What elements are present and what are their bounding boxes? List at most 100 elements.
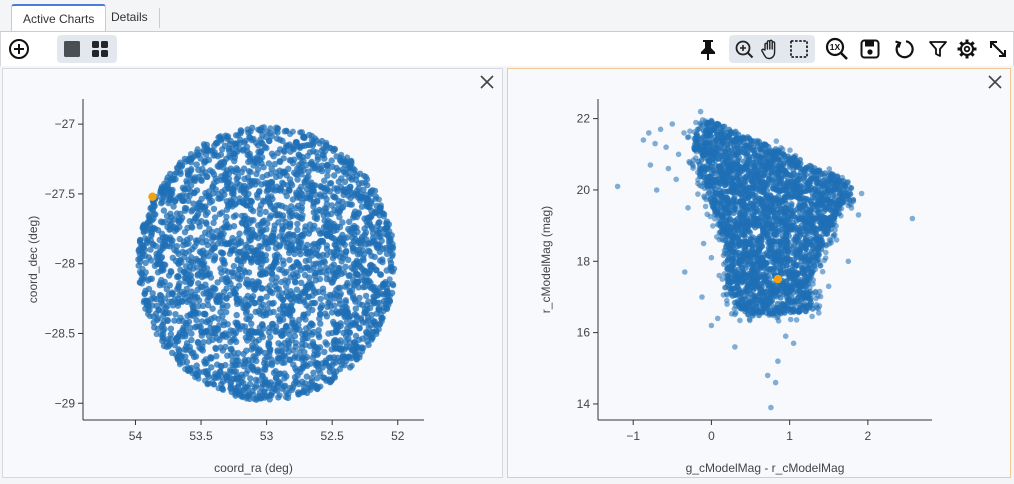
data-point (258, 331, 265, 338)
data-point (346, 329, 354, 336)
filter-icon[interactable] (926, 37, 950, 61)
data-point (742, 244, 749, 251)
data-point (336, 300, 344, 307)
data-point (254, 395, 261, 402)
data-point (233, 376, 240, 383)
data-point (272, 328, 279, 335)
data-point (252, 353, 259, 361)
data-point (389, 253, 396, 260)
data-point (169, 302, 177, 309)
data-point (252, 384, 259, 391)
data-point (207, 291, 214, 298)
data-point (798, 222, 805, 229)
data-point (769, 298, 776, 304)
data-point (170, 203, 177, 210)
restore-icon[interactable] (892, 37, 916, 61)
data-point (288, 210, 296, 217)
data-point (179, 248, 186, 256)
data-point (238, 219, 246, 226)
data-point (254, 368, 261, 375)
data-point (323, 139, 330, 146)
data-point (304, 152, 311, 160)
data-point (264, 245, 272, 252)
data-point (368, 335, 375, 342)
zoom-reset-1x-icon[interactable]: 1X (824, 37, 850, 61)
data-point (255, 126, 262, 133)
data-point (205, 156, 213, 164)
data-point (297, 129, 304, 136)
data-point (227, 280, 234, 287)
data-point (253, 191, 261, 198)
data-point (245, 158, 252, 166)
add-circle-icon[interactable] (7, 37, 31, 61)
select-box-icon[interactable] (786, 37, 812, 61)
data-point (331, 193, 338, 201)
data-point (778, 250, 784, 257)
data-point (137, 258, 144, 265)
data-point (295, 238, 302, 246)
grid-view-icon[interactable] (89, 38, 111, 60)
zoom-in-icon[interactable] (733, 38, 755, 60)
data-point (368, 252, 375, 259)
data-point (375, 305, 382, 312)
data-point (263, 353, 271, 361)
close-icon[interactable] (986, 73, 1004, 91)
data-point (360, 283, 367, 291)
data-point (230, 273, 237, 280)
data-point (298, 160, 305, 167)
data-point (323, 222, 330, 230)
data-point (159, 265, 166, 272)
data-point (276, 158, 284, 166)
data-point (149, 240, 156, 247)
data-point (299, 336, 307, 343)
close-icon[interactable] (478, 73, 496, 91)
data-point (179, 333, 186, 340)
data-point (257, 227, 264, 234)
tab-details[interactable]: Details (100, 8, 160, 28)
data-point (217, 344, 224, 351)
data-point (306, 227, 314, 234)
data-point (789, 209, 796, 216)
data-point (275, 292, 283, 299)
data-point (353, 259, 360, 266)
data-point (267, 333, 274, 341)
data-point (175, 215, 183, 222)
data-point (300, 166, 307, 173)
scatter-plot-ra-dec[interactable]: 54 53.5 53 52.5 52−27−27.5−28−28.5−29coord_r… (3, 69, 504, 477)
data-point (266, 393, 273, 399)
data-point (324, 161, 331, 168)
pin-icon[interactable] (697, 37, 719, 61)
data-point (358, 194, 365, 202)
data-point (375, 291, 382, 299)
data-point (242, 195, 250, 203)
data-point (252, 308, 259, 316)
data-point (255, 298, 263, 306)
data-point (788, 172, 795, 179)
data-point (226, 152, 233, 159)
data-point (322, 209, 330, 216)
data-point (167, 225, 174, 233)
data-point (188, 258, 195, 266)
settings-gear-icon[interactable] (955, 37, 979, 61)
data-point (265, 160, 273, 167)
data-point (242, 310, 250, 317)
data-point (193, 316, 200, 324)
data-point (316, 269, 323, 276)
data-point (351, 166, 358, 174)
single-view-icon[interactable] (61, 38, 83, 60)
save-icon[interactable] (858, 37, 882, 61)
data-point (213, 139, 220, 146)
data-point (304, 141, 311, 149)
data-point (351, 282, 358, 289)
data-point (749, 246, 756, 253)
expand-icon[interactable] (986, 37, 1010, 61)
pan-hand-icon[interactable] (758, 37, 782, 61)
data-point (168, 269, 175, 276)
data-point (323, 242, 330, 249)
data-point (213, 353, 220, 360)
data-point (240, 251, 247, 259)
data-point (168, 187, 175, 194)
tab-active-charts[interactable]: Active Charts (11, 4, 107, 32)
data-point (254, 160, 261, 167)
